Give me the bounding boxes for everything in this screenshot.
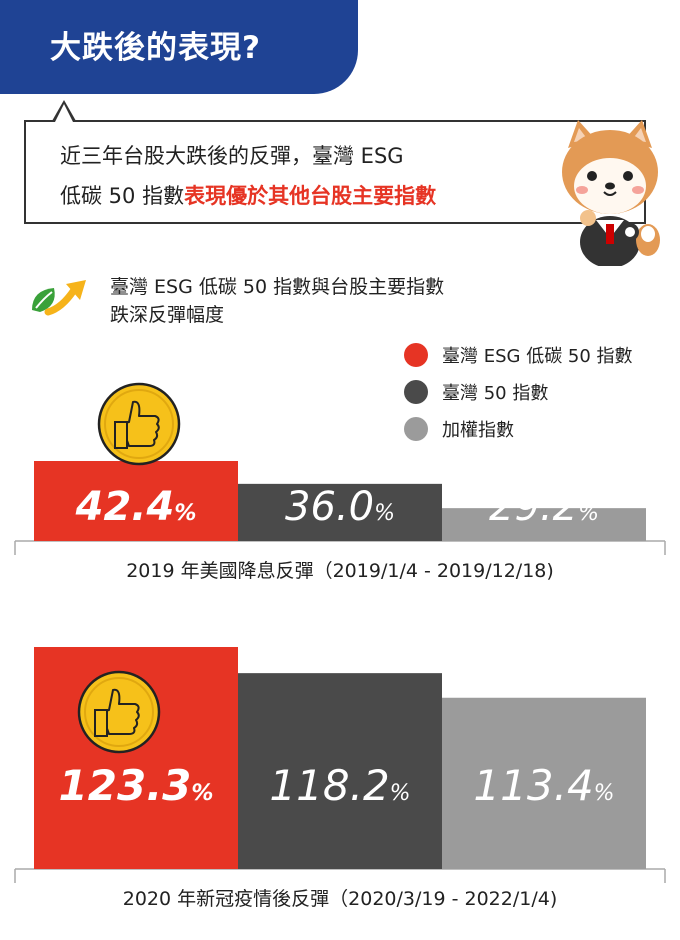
bar-tw50 xyxy=(238,483,442,541)
page-title: 大跌後的表現? xyxy=(50,30,261,66)
thumbs-up-icon xyxy=(77,670,161,754)
data-label-tw50: 118.2% xyxy=(269,761,410,810)
callout-box xyxy=(24,120,646,224)
chart-caption-2019: 2019 年美國降息反彈（2019/1/4 - 2019/12/18) xyxy=(126,560,554,582)
callout-text-line2: 低碳 50 指數表現優於其他台股主要指數 xyxy=(60,180,436,210)
callout-tail-fill xyxy=(55,104,73,122)
data-label-esg: 123.3% xyxy=(59,761,214,810)
data-label-unit: % xyxy=(191,781,213,806)
data-label-value: 42.4 xyxy=(75,484,175,530)
chart-1: 123.3% 118.2% 113.4% xyxy=(14,647,666,883)
legend: 臺灣 ESG 低碳 50 指數 臺灣 50 指數 加權指數 xyxy=(404,336,633,447)
data-label-value: 29.2 xyxy=(489,484,578,530)
bar-esg xyxy=(34,461,238,541)
data-label-value: 36.0 xyxy=(285,484,374,530)
legend-swatch-taiex xyxy=(404,416,428,441)
callout-text-line1: 近三年台股大跌後的反彈，臺灣 ESG xyxy=(60,144,404,168)
legend-item-esg: 臺灣 ESG 低碳 50 指數 xyxy=(404,336,633,373)
shiba-mascot xyxy=(562,120,660,266)
legend-item-tw50: 臺灣 50 指數 xyxy=(404,373,633,410)
chart-axis-baseline xyxy=(14,540,666,555)
legend-swatch-esg xyxy=(404,342,428,367)
data-label-unit: % xyxy=(594,781,615,806)
callout-text-plain: 低碳 50 指數 xyxy=(60,184,185,208)
data-label-value: 113.4 xyxy=(473,761,593,810)
data-label-unit: % xyxy=(374,501,395,526)
bar-taiex xyxy=(442,508,646,541)
data-label-unit: % xyxy=(578,501,599,526)
bar-taiex xyxy=(442,697,646,869)
data-label-unit: % xyxy=(390,781,411,806)
data-label-esg: 42.4% xyxy=(75,484,197,530)
leaf-arrow-icon xyxy=(32,280,86,316)
legend-swatch-tw50 xyxy=(404,379,428,404)
data-label-taiex: 29.2% xyxy=(489,484,599,530)
data-label-value: 118.2 xyxy=(269,761,389,810)
legend-label-tw50: 臺灣 50 指數 xyxy=(442,382,549,404)
chart-subtitle-line1: 臺灣 ESG 低碳 50 指數與台股主要指數 xyxy=(110,276,445,298)
data-label-value: 123.3 xyxy=(59,761,192,810)
callout-text-highlight: 表現優於其他台股主要指數 xyxy=(184,184,437,208)
legend-label-esg: 臺灣 ESG 低碳 50 指數 xyxy=(442,345,633,367)
legend-label-taiex: 加權指數 xyxy=(442,419,514,441)
data-label-tw50: 36.0% xyxy=(285,484,395,530)
data-label-unit: % xyxy=(174,501,196,526)
title-banner xyxy=(0,0,358,94)
chart-caption-2020: 2020 年新冠疫情後反彈（2020/3/19 - 2022/1/4) xyxy=(122,888,558,910)
legend-item-taiex: 加權指數 xyxy=(404,410,633,447)
thumbs-up-icon xyxy=(97,382,181,466)
chart-0: 42.4% 36.0% 29.2% xyxy=(14,382,666,555)
data-label-taiex: 113.4% xyxy=(473,761,614,810)
chart-axis-baseline xyxy=(14,868,666,883)
chart-subtitle-line2: 跌深反彈幅度 xyxy=(110,304,225,326)
bar-tw50 xyxy=(238,673,442,869)
